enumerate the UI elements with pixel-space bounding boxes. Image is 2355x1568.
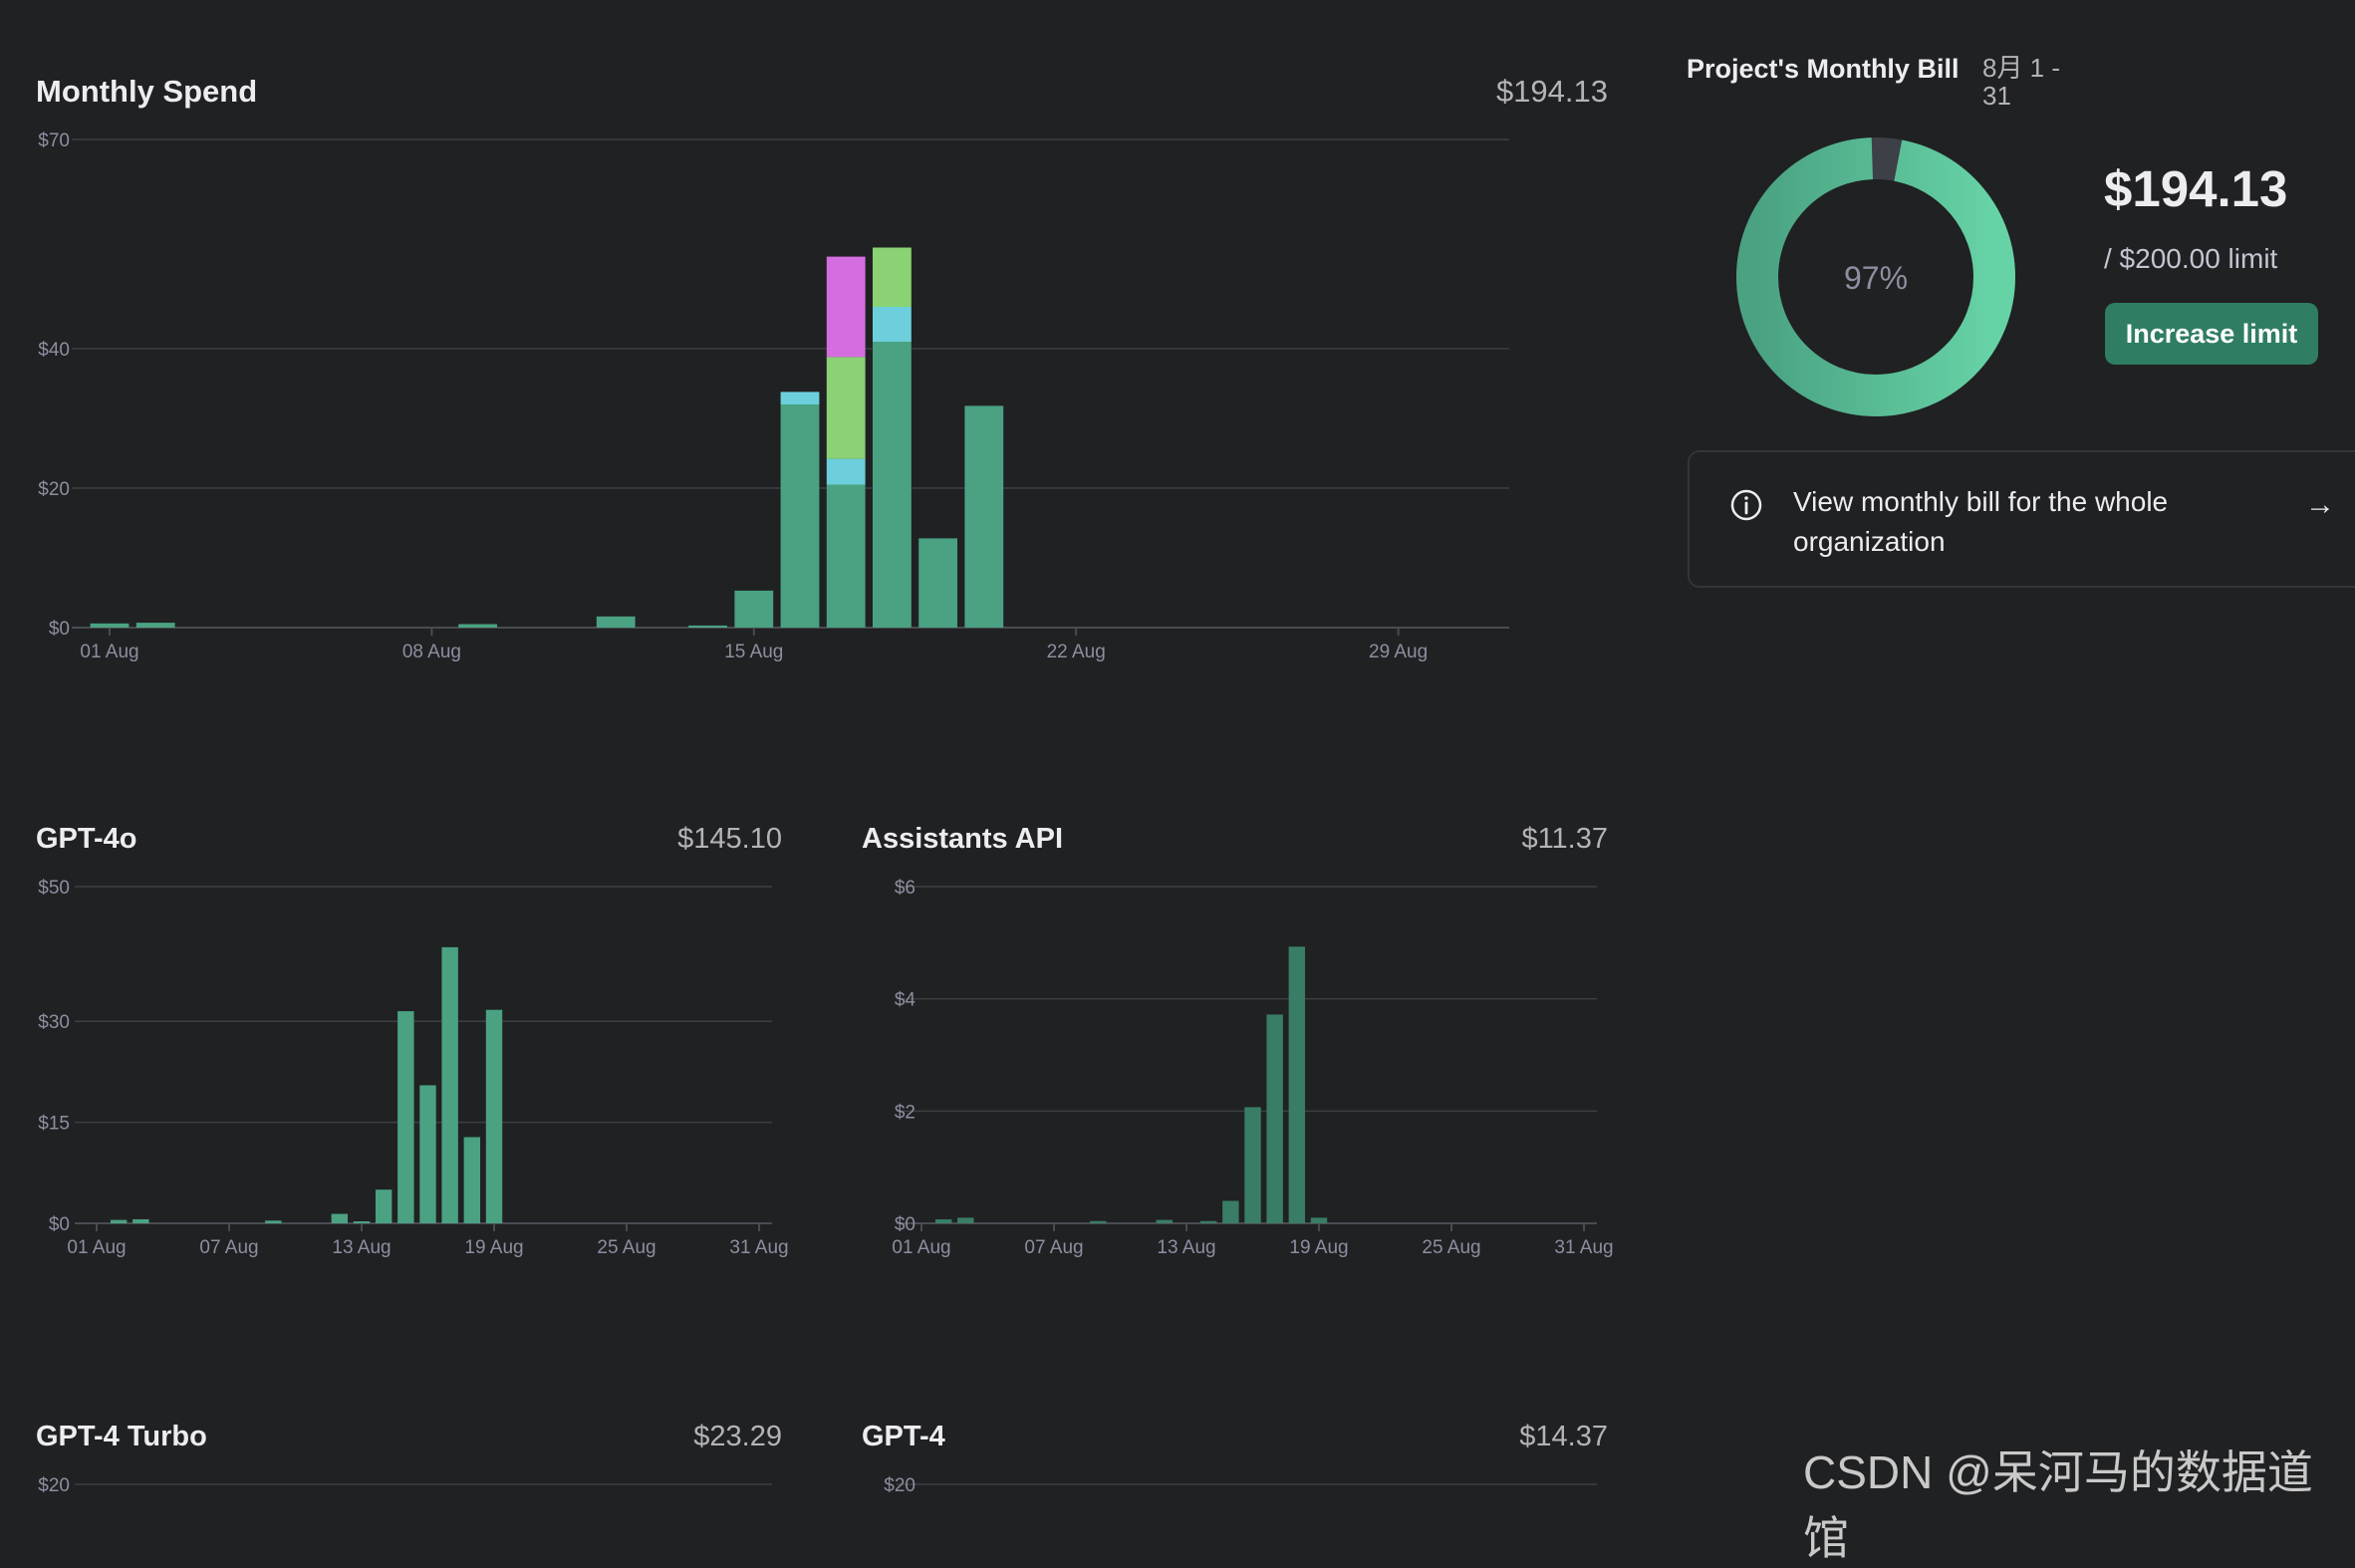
bar-segment[interactable] [826,256,866,358]
gpt4turbo-title: GPT-4 Turbo [36,1421,207,1452]
bar-segment[interactable] [1266,1014,1283,1223]
bar-segment[interactable] [826,357,866,459]
bar-segment[interactable] [1288,946,1306,1223]
donut-usage-arc [1736,137,2015,416]
gpt4o-total: $145.10 [677,823,782,855]
y-tick-label: $0 [49,619,70,640]
monthly-spend-total: $194.13 [1495,74,1608,109]
bar-segment[interactable] [463,1137,481,1223]
increase-limit-button[interactable]: Increase limit [2105,303,2318,365]
bar-segment[interactable] [688,625,728,628]
x-tick-label: 29 Aug [1369,642,1428,662]
x-tick-label: 07 Aug [199,1237,258,1258]
gpt4o-title: GPT-4o [36,823,137,855]
bar-segment[interactable] [441,946,458,1223]
bar-segment[interactable] [872,342,912,628]
bill-limit: / $200.00 limit [2104,243,2278,274]
y-tick-label: $20 [38,479,70,500]
bill-amount: $194.13 [2104,160,2288,217]
bar-segment[interactable] [375,1189,392,1223]
bar-segment[interactable] [485,1009,503,1223]
y-tick-label: $40 [38,340,70,361]
bar-segment[interactable] [872,307,912,342]
x-tick-label: 13 Aug [332,1237,391,1258]
monthly-spend-chart: $70 $40 $20 $0 01 Aug 08 Aug 15 Aug 22 Aug 29 Au… [38,131,1509,662]
assistants-chart: $6 $4 $2 $001 Aug 07 Aug 13 Aug 19 Aug 25 Aug 31… [892,878,1613,1258]
donut-percent-label: 97% [1844,260,1908,296]
gpt4-total: $14.37 [1519,1421,1608,1452]
usage-donut-chart: 97% [1736,137,2015,416]
bar-segment[interactable] [780,404,820,628]
gpt4o-chart: $50 $30 $15 $001 Aug 07 Aug 13 Aug 19 Aug 25 Au… [38,878,788,1258]
bar-segment[interactable] [957,1217,974,1223]
bar-segment[interactable] [826,484,866,629]
x-tick-label: 19 Aug [464,1237,523,1258]
bar-segment[interactable] [419,1085,436,1223]
y-tick-label: $50 [38,878,70,899]
bar-segment[interactable] [934,1219,952,1223]
bar-segment[interactable] [918,538,958,628]
x-tick-label: 15 Aug [724,642,783,662]
x-tick-label: 01 Aug [67,1237,126,1258]
y-tick-label: $30 [38,1012,70,1033]
y-tick-label: $20 [884,1475,916,1496]
bar-segment[interactable] [780,392,820,404]
monthly-spend-title: Monthly Spend [36,74,258,109]
assistants-total: $11.37 [1521,823,1608,855]
bar-segment[interactable] [331,1213,349,1223]
y-tick-label: $2 [895,1102,916,1123]
bar-segment[interactable] [135,623,175,628]
gpt4-chart: $20 [884,1475,1597,1496]
bar-segment[interactable] [1156,1219,1174,1223]
bar-segment[interactable] [458,624,498,629]
arrow-right-icon[interactable]: → [2305,488,2335,521]
y-tick-label: $0 [49,1214,70,1235]
y-tick-label: $20 [38,1475,70,1496]
bar-segment[interactable] [90,623,130,628]
bar-segment[interactable] [1310,1217,1328,1223]
bill-title: Project's Monthly Bill [1687,54,1960,84]
bar-segment[interactable] [265,1220,282,1223]
org-bill-link-card[interactable]: View monthly bill for the whole organiza… [1688,450,2355,588]
x-tick-label: 31 Aug [729,1237,788,1258]
bar-segment[interactable] [1222,1200,1239,1223]
bar-segment[interactable] [734,590,774,628]
bar-segment[interactable] [964,405,1004,628]
bar-segment[interactable] [1090,1220,1107,1223]
y-tick-label: $6 [895,878,916,899]
bar-segment[interactable] [872,247,912,308]
assistants-title: Assistants API [862,823,1063,855]
x-tick-label: 22 Aug [1047,642,1106,662]
x-tick-label: 13 Aug [1157,1237,1215,1258]
x-tick-label: 25 Aug [1422,1237,1480,1258]
bar-segment[interactable] [353,1221,371,1223]
x-tick-label: 19 Aug [1289,1237,1348,1258]
org-bill-link-text[interactable]: View monthly bill for the whole organiza… [1793,486,2169,557]
gpt4-title: GPT-4 [862,1421,945,1452]
x-tick-label: 31 Aug [1554,1237,1613,1258]
x-tick-label: 25 Aug [597,1237,655,1258]
x-tick-label: 07 Aug [1024,1237,1083,1258]
bar-segment[interactable] [826,458,866,485]
bar-segment[interactable] [397,1011,414,1223]
y-tick-label: $70 [38,131,70,151]
y-tick-label: $0 [895,1214,916,1235]
bar-segment[interactable] [1199,1220,1217,1223]
bar-segment[interactable] [110,1219,128,1223]
y-tick-label: $15 [38,1114,70,1135]
gpt4turbo-chart: $20 [38,1475,772,1496]
info-circle-icon [1730,489,1762,521]
bar-segment[interactable] [1244,1107,1261,1223]
y-tick-label: $4 [895,990,916,1011]
x-tick-label: 01 Aug [80,642,138,662]
x-tick-label: 01 Aug [892,1237,950,1258]
gpt4turbo-total: $23.29 [693,1421,782,1452]
bar-segment[interactable] [596,616,636,628]
bar-segment[interactable] [132,1218,149,1223]
watermark: CSDN @呆河马的数据道馆 [1803,1446,2313,1564]
x-tick-label: 08 Aug [402,642,461,662]
bill-period: 8月 1 - 31 [1982,53,2061,111]
